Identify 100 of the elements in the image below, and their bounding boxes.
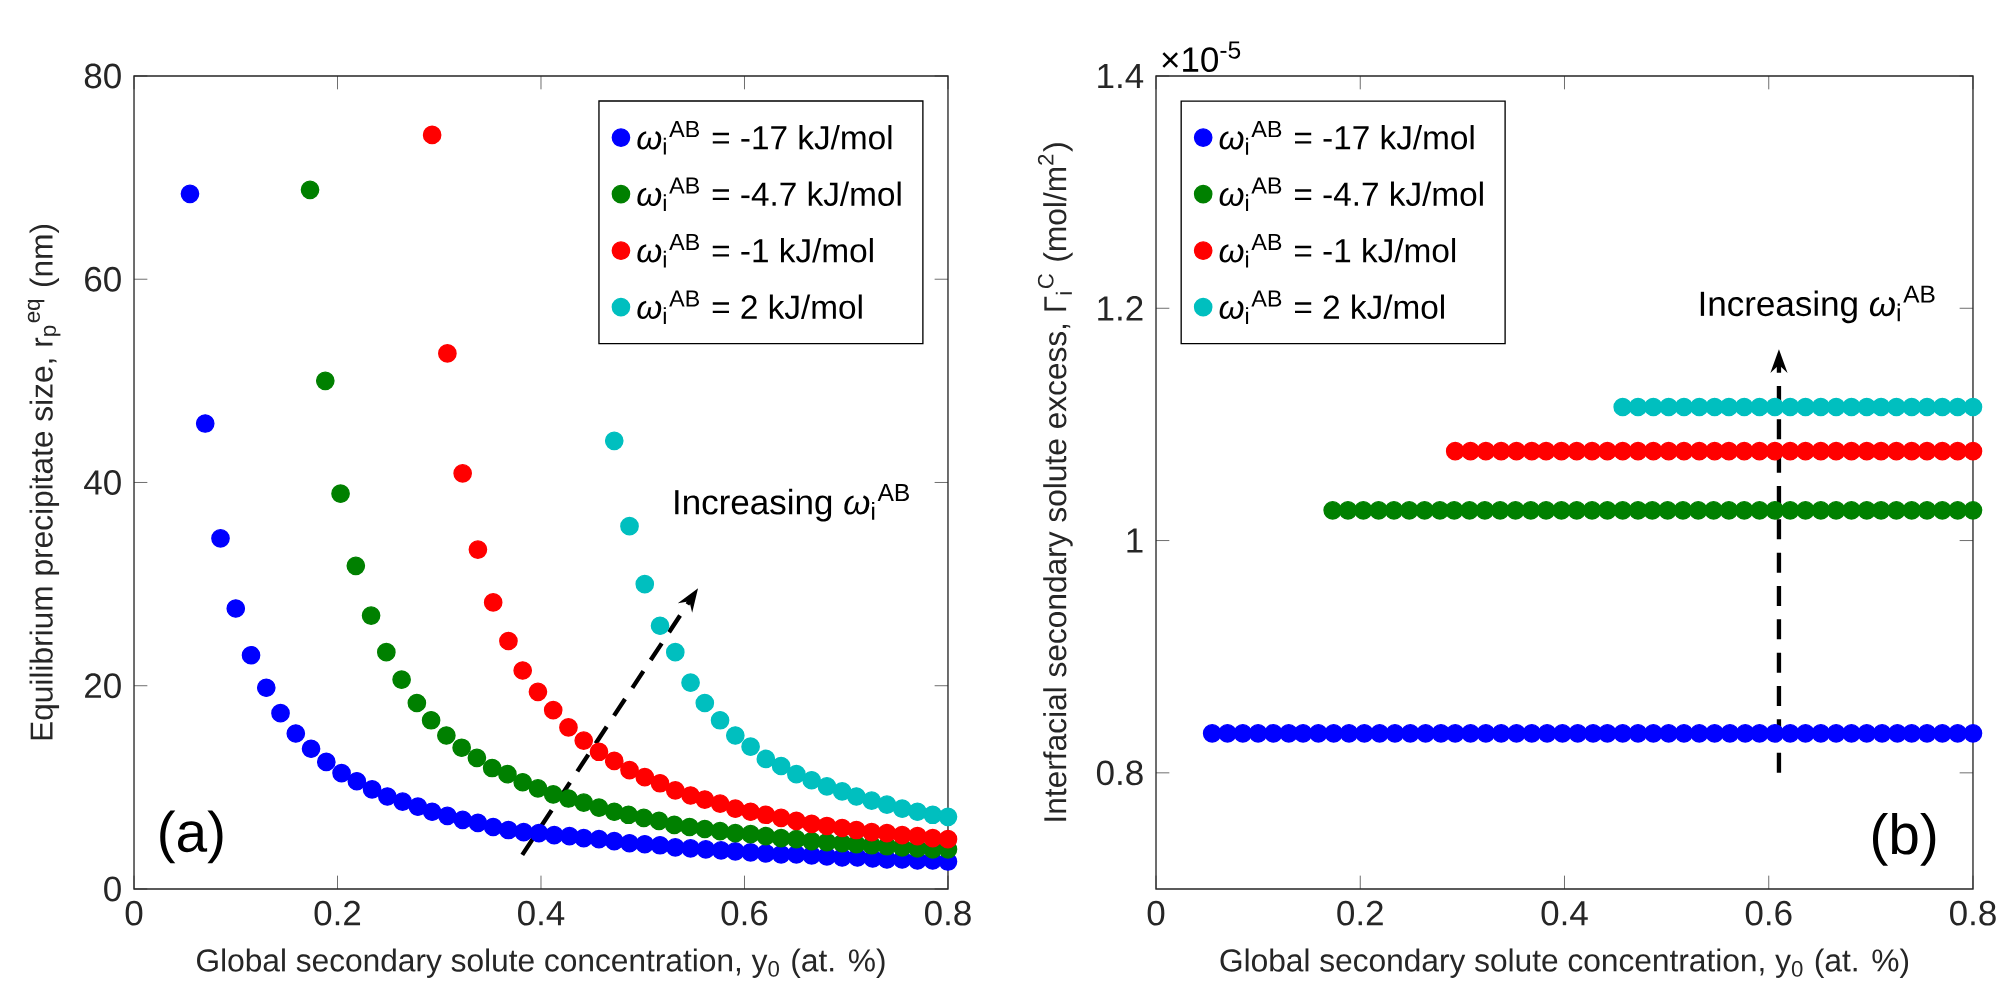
point <box>1917 501 1937 520</box>
point <box>1644 441 1663 461</box>
x-tick-label: 0.6 <box>721 900 768 926</box>
point <box>1415 501 1434 520</box>
point <box>1339 724 1359 743</box>
point <box>1659 724 1678 743</box>
y-tick-label: 20 <box>85 673 121 699</box>
point <box>1521 501 1541 520</box>
point <box>453 810 472 830</box>
point <box>1780 501 1800 520</box>
point <box>543 785 563 804</box>
point <box>452 738 471 758</box>
x-tick-label: 0.2 <box>314 900 361 926</box>
point <box>741 824 760 844</box>
point <box>256 678 276 698</box>
point <box>589 829 609 849</box>
point <box>1948 441 1967 461</box>
point <box>1933 501 1952 520</box>
point <box>877 795 897 814</box>
point <box>1871 397 1891 417</box>
point <box>1613 724 1633 743</box>
point <box>589 798 609 818</box>
point <box>1293 724 1313 743</box>
point <box>377 642 396 662</box>
point <box>1933 397 1952 417</box>
point <box>1933 441 1952 461</box>
point <box>1963 397 1983 417</box>
point <box>1705 724 1724 743</box>
point <box>923 805 943 825</box>
point <box>574 793 594 812</box>
point <box>1506 501 1525 520</box>
point <box>438 806 457 826</box>
point <box>923 828 943 848</box>
point <box>1857 724 1877 743</box>
point <box>180 184 200 204</box>
point <box>1309 724 1328 743</box>
point <box>1796 501 1815 520</box>
point <box>211 529 230 548</box>
point <box>771 828 791 848</box>
point <box>316 752 336 772</box>
point <box>543 700 563 720</box>
point <box>1552 501 1571 520</box>
point <box>1765 724 1785 743</box>
point <box>695 819 715 839</box>
legend-label: ω$_{i}$$^{AB}$ = -4.7 kJ/mol <box>1219 177 1483 212</box>
point <box>681 673 700 693</box>
point <box>483 593 503 612</box>
point <box>1445 724 1465 743</box>
annotation: (b) <box>1873 813 1936 866</box>
point <box>1536 501 1556 520</box>
point <box>1887 397 1906 417</box>
point <box>681 839 700 858</box>
point <box>938 807 958 827</box>
y-tick-label: 60 <box>85 266 121 292</box>
point <box>1264 724 1283 743</box>
point <box>695 790 715 809</box>
point <box>725 726 745 745</box>
point <box>513 772 533 792</box>
point <box>1537 724 1557 743</box>
point <box>741 737 760 757</box>
point <box>635 574 655 594</box>
point <box>892 799 912 819</box>
legend-label: ω$_{i}$$^{AB}$ = -17 kJ/mol <box>1219 121 1474 155</box>
point <box>453 464 472 483</box>
y-tick-label: 1 <box>1127 528 1143 553</box>
point <box>1734 501 1754 520</box>
point <box>620 833 639 853</box>
point <box>1536 441 1556 461</box>
point <box>1811 501 1831 520</box>
point <box>1461 724 1480 743</box>
point <box>361 606 381 625</box>
point <box>1902 441 1922 461</box>
point <box>892 825 912 845</box>
point <box>604 831 624 851</box>
point <box>1567 501 1587 520</box>
point <box>1399 501 1419 520</box>
point <box>1674 397 1694 417</box>
point <box>665 781 685 800</box>
x-axis-title: Global secondary solute concentration, y$_{0}$ (at. %) <box>1220 948 1909 978</box>
annotation: Increasing ω$_{i}$AB <box>675 484 909 522</box>
point <box>1948 501 1967 520</box>
point <box>1963 441 1983 461</box>
point <box>620 760 639 780</box>
point <box>802 814 821 834</box>
legend-label: ω$_{i}$$^{AB}$ = -1 kJ/mol <box>1219 234 1456 268</box>
point <box>1688 501 1708 520</box>
point <box>467 748 487 768</box>
point <box>1811 724 1831 743</box>
point <box>499 631 518 651</box>
point <box>756 805 776 825</box>
point <box>1673 501 1693 520</box>
point <box>468 540 488 559</box>
point <box>301 739 321 759</box>
point <box>1444 501 1464 520</box>
point <box>619 805 638 825</box>
point <box>1872 724 1892 743</box>
point <box>559 718 578 737</box>
point <box>271 703 290 723</box>
point <box>1598 441 1617 461</box>
point <box>1689 441 1709 461</box>
